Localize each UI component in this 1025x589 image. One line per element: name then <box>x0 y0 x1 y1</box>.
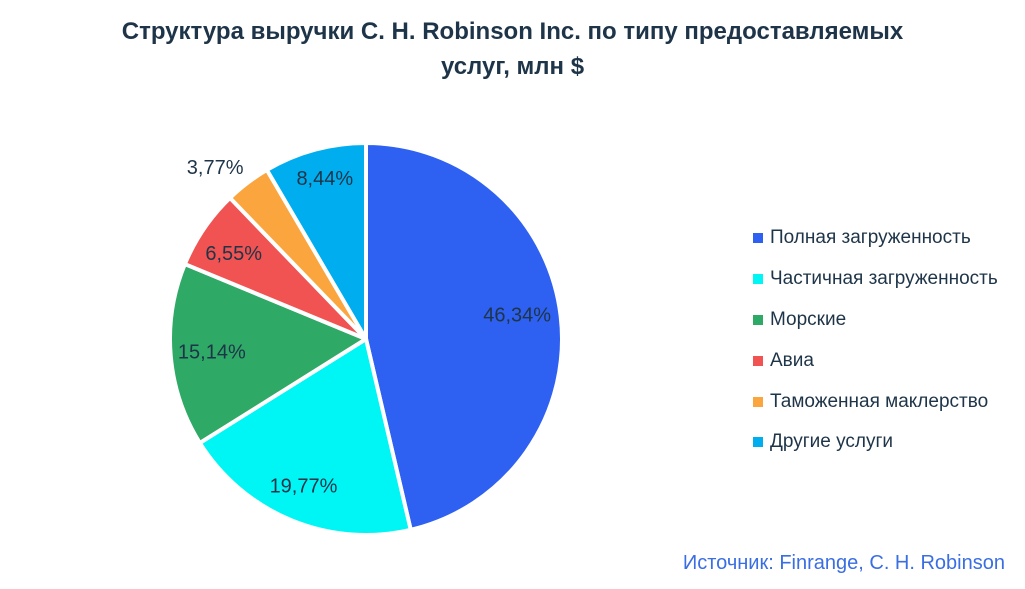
source-caption: Источник: Finrange, C. H. Robinson <box>682 552 1005 574</box>
legend-item: Частичная загруженность <box>753 259 998 300</box>
legend: Полная загруженность Частичная загруженн… <box>753 218 998 463</box>
legend-swatch-icon <box>753 355 763 366</box>
legend-item: Другие услуги <box>753 422 998 463</box>
pie-slice <box>197 337 413 537</box>
pie-slice-value-label: 8,44% <box>296 168 353 190</box>
legend-item: Морские <box>753 300 998 341</box>
legend-item: Таможенная маклерство <box>753 381 998 422</box>
legend-label: Другие услуги <box>770 431 894 453</box>
legend-label: Авиа <box>770 349 814 371</box>
pie-slice <box>364 141 564 532</box>
pie-slice-value-label: 15,14% <box>178 342 246 364</box>
pie-slice <box>264 141 368 341</box>
chart-title: Структура выручки C. H. Robinson Inc. по… <box>0 14 1025 84</box>
pie-slice-value-label: 46,34% <box>483 304 551 326</box>
legend-label: Полная загруженность <box>770 227 971 249</box>
pie-slice-value-label: 6,55% <box>205 243 262 265</box>
chart-title-line2: услуг, млн $ <box>440 53 585 80</box>
legend-swatch-icon <box>753 314 763 325</box>
legend-label: Таможенная маклерство <box>770 390 989 412</box>
chart-title-line1: Структура выручки C. H. Robinson Inc. по… <box>121 18 904 45</box>
legend-swatch-icon <box>753 233 763 244</box>
legend-label: Частичная загруженность <box>770 268 998 290</box>
pie-slice-value-label: 3,77% <box>187 157 244 179</box>
legend-item: Авиа <box>753 340 998 381</box>
pie-slice-value-label: 19,77% <box>270 475 338 497</box>
legend-label: Морские <box>770 308 847 330</box>
legend-swatch-icon <box>753 437 763 448</box>
legend-swatch-icon <box>753 274 763 285</box>
legend-swatch-icon <box>753 396 763 407</box>
legend-item: Полная загруженность <box>753 218 998 259</box>
pie-slice <box>168 262 368 445</box>
